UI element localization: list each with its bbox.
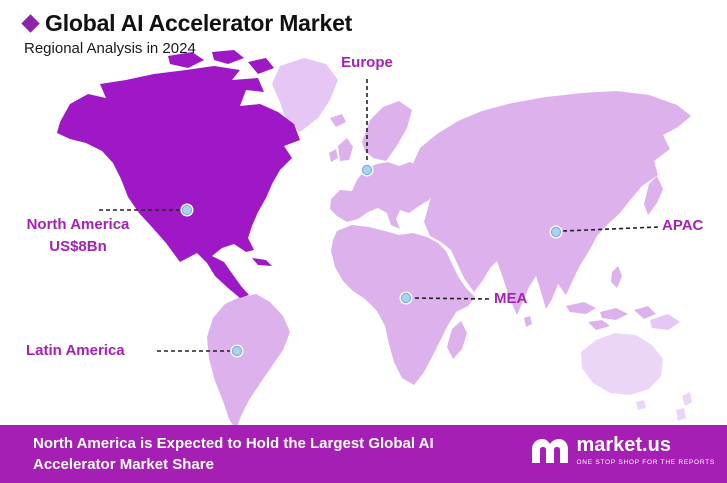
marker-latin-america-dot: [230, 344, 244, 358]
marker-europe-dot: [360, 163, 374, 177]
continent-north-america-highlight: [57, 66, 300, 298]
region-cuba: [252, 258, 272, 266]
region-label-latin-america: Latin America: [26, 342, 125, 359]
region-philippines: [611, 266, 622, 288]
continent-australia: [581, 333, 663, 395]
marketus-logo: market.us ONE STOP SHOP FOR THE REPORTS: [531, 434, 715, 466]
footer-caption-line1: North America is Expected to Hold the La…: [33, 435, 434, 452]
connector-apac: [562, 226, 659, 232]
region-arctic-island-2: [212, 50, 244, 64]
region-sri-lanka: [524, 316, 532, 327]
page-subtitle: Regional Analysis in 2024: [24, 40, 196, 57]
continent-africa: [331, 225, 475, 385]
region-arctic-island-1: [168, 52, 204, 68]
location-markers: [180, 163, 563, 358]
footer-banner: North America is Expected to Hold the La…: [0, 425, 727, 483]
region-label-mea: MEA: [494, 290, 528, 307]
footer-caption-line2: Accelerator Market Share: [33, 456, 214, 473]
region-madagascar: [447, 321, 467, 359]
continent-europe: [330, 162, 436, 229]
region-indonesia-4: [588, 320, 610, 330]
region-indonesia-1: [566, 302, 596, 314]
title-row: Global AI Accelerator Market: [21, 10, 353, 37]
region-scandinavia: [362, 101, 412, 161]
region-label-north-america: North America US$8Bn: [8, 214, 148, 258]
marker-mea-dot: [399, 291, 413, 305]
region-ireland: [329, 149, 338, 162]
region-tasmania: [636, 400, 646, 410]
region-new-zealand-north: [682, 392, 692, 406]
region-indonesia-3: [634, 306, 656, 319]
region-label-apac: APAC: [662, 217, 704, 234]
brand-name: market.us: [576, 434, 671, 456]
region-new-zealand-south: [676, 408, 686, 421]
connector-mea: [412, 297, 490, 300]
marker-apac-dot: [549, 225, 563, 239]
marketus-logo-icon: [532, 439, 569, 463]
marker-north-america-dot: [180, 203, 194, 217]
footer-caption: North America is Expected to Hold the La…: [33, 433, 434, 475]
continent-greenland: [272, 58, 338, 132]
diamond-bullet-icon: [21, 14, 40, 33]
region-japan: [644, 176, 663, 215]
region-label-europe: Europe: [341, 54, 393, 71]
continent-asia: [412, 91, 691, 315]
region-iceland: [330, 114, 346, 127]
region-new-guinea: [650, 314, 680, 330]
region-label-north-america-value: US$8Bn: [49, 238, 107, 255]
continents: [57, 50, 692, 430]
region-indonesia-2: [600, 308, 628, 320]
region-arctic-island-3: [248, 58, 274, 74]
page-title: Global AI Accelerator Market: [45, 10, 353, 36]
connector-lines: [99, 79, 659, 352]
continent-south-america: [207, 294, 290, 430]
marketus-logo-text: market.us ONE STOP SHOP FOR THE REPORTS: [576, 434, 715, 466]
region-britain: [338, 138, 353, 161]
brand-tagline: ONE STOP SHOP FOR THE REPORTS: [576, 459, 715, 466]
region-label-north-america-name: North America: [26, 216, 130, 233]
header: Global AI Accelerator Market Regional An…: [21, 10, 353, 57]
